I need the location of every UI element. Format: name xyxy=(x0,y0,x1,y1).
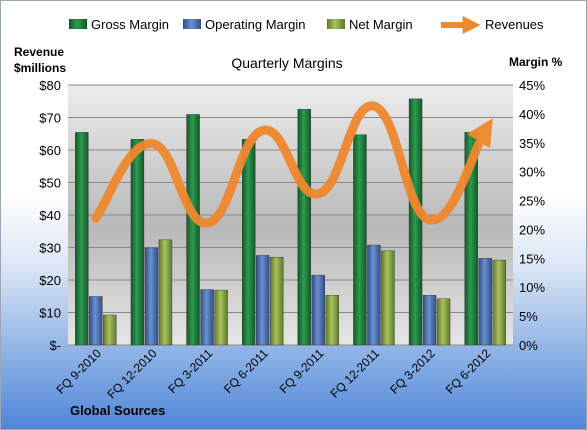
bar-net-margin xyxy=(492,259,506,346)
x-tick-label: FQ 12-2010 xyxy=(104,346,159,401)
left-tick-label: $80 xyxy=(39,78,61,93)
bar-operating-margin xyxy=(255,255,270,346)
bar-net-margin xyxy=(269,256,284,346)
chart-title: Quarterly Margins xyxy=(231,55,342,71)
x-tick-label: FQ 3-2011 xyxy=(165,346,215,396)
x-tick-label: FQ 9-2011 xyxy=(277,346,327,396)
bar-marks xyxy=(75,98,506,346)
x-tick-label: FQ 12-2011 xyxy=(328,346,383,401)
legend-swatch-gross-margin xyxy=(69,19,87,29)
left-axis-ticks: $- $10 $20 $30 $40 $50 $60 $70 $80 xyxy=(39,78,61,353)
legend: Gross Margin Operating Margin Net Margin… xyxy=(69,16,544,34)
bar-gross-margin xyxy=(241,139,256,346)
bar-operating-margin xyxy=(311,274,326,346)
right-tick-label: 10% xyxy=(519,280,545,295)
left-tick-label: $40 xyxy=(39,208,61,223)
bar-operating-margin xyxy=(478,258,492,346)
right-tick-label: 40% xyxy=(519,107,545,122)
legend-label-gross-margin: Gross Margin xyxy=(91,17,169,32)
bar-net-margin xyxy=(214,289,228,346)
left-axis-label-line2: $millions xyxy=(14,61,66,75)
x-axis-ticks: FQ 9-2010 FQ 12-2010 FQ 3-2011 FQ 6-2011 FQ … xyxy=(53,346,493,401)
x-tick-label: FQ 3-2012 xyxy=(387,346,438,397)
left-axis-label-line1: Revenue xyxy=(14,45,64,59)
right-tick-label: 20% xyxy=(519,222,545,237)
source-label: Global Sources xyxy=(70,403,165,418)
bar-net-margin xyxy=(436,298,451,346)
left-tick-label: $10 xyxy=(39,306,61,321)
left-tick-label: $70 xyxy=(39,111,61,126)
right-tick-label: 35% xyxy=(519,136,545,151)
right-tick-label: 15% xyxy=(519,251,545,266)
revenue-line-path xyxy=(91,101,493,228)
bar-gross-margin xyxy=(353,134,367,346)
bar-operating-margin xyxy=(422,295,437,346)
left-tick-label: $30 xyxy=(39,241,61,256)
legend-label-net-margin: Net Margin xyxy=(349,17,413,32)
legend-swatch-net-margin xyxy=(327,19,345,29)
bar-operating-margin xyxy=(144,247,159,346)
right-tick-label: 30% xyxy=(519,165,545,180)
x-tick-label: FQ 9-2010 xyxy=(53,346,104,397)
bar-gross-margin xyxy=(75,132,89,346)
left-tick-label: $60 xyxy=(39,143,61,158)
right-tick-label: 0% xyxy=(519,338,538,353)
left-tick-label: $50 xyxy=(39,176,61,191)
bar-net-margin xyxy=(381,250,395,346)
bar-gross-margin xyxy=(130,139,145,346)
bar-net-margin xyxy=(103,314,117,346)
right-tick-label: 25% xyxy=(519,194,545,209)
legend-label-operating-margin: Operating Margin xyxy=(205,17,305,32)
bar-net-margin xyxy=(325,295,340,346)
revenue-line xyxy=(91,101,493,228)
legend-label-revenues: Revenues xyxy=(485,17,544,32)
x-tick-label: FQ 6-2011 xyxy=(221,346,271,396)
bar-net-margin xyxy=(158,239,173,346)
x-tick-label: FQ 6-2012 xyxy=(443,346,494,397)
bar-operating-margin xyxy=(367,244,381,346)
right-tick-label: 5% xyxy=(519,309,538,324)
left-tick-label: $20 xyxy=(39,273,61,288)
left-tick-label: $- xyxy=(49,338,61,353)
bar-gross-margin xyxy=(408,98,423,346)
right-tick-label: 45% xyxy=(519,78,545,93)
right-axis-label: Margin % xyxy=(509,55,563,69)
bar-gross-margin xyxy=(186,114,200,346)
right-axis-ticks: 0% 5% 10% 15% 20% 25% 30% 35% 40% 45% xyxy=(519,78,545,353)
legend-swatch-operating-margin xyxy=(183,19,201,29)
bar-operating-margin xyxy=(89,296,103,346)
bar-operating-margin xyxy=(200,289,214,346)
bar-gross-margin xyxy=(297,109,312,346)
